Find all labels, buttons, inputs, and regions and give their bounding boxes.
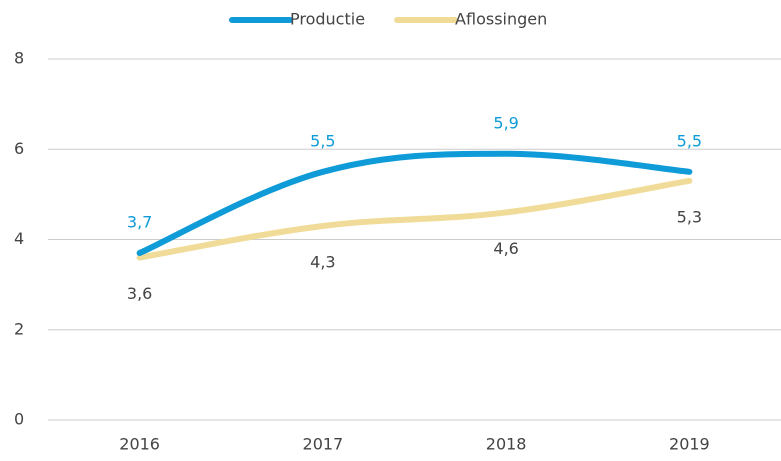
y-tick-label: 6 [14,139,24,158]
x-tick-label: 2019 [669,435,710,454]
data-label: 4,3 [310,252,335,271]
x-tick-label: 2017 [303,435,344,454]
y-tick-label: 4 [14,229,24,248]
y-tick-label: 0 [14,410,24,429]
y-tick-label: 2 [14,319,24,338]
data-label: 3,6 [127,284,152,303]
data-label: 3,7 [127,213,152,232]
legend-label: Aflossingen [455,10,547,29]
data-label: 5,5 [310,131,335,150]
data-label: 4,6 [493,239,518,258]
data-label: 5,5 [677,131,702,150]
data-label: 5,3 [677,207,702,226]
data-label: 5,9 [493,113,518,132]
line [136,150,693,257]
x-tick-label: 2018 [486,435,527,454]
legend-label: Productie [290,10,365,29]
y-tick-label: 8 [14,49,24,68]
x-tick-label: 2016 [119,435,160,454]
line [136,177,693,261]
